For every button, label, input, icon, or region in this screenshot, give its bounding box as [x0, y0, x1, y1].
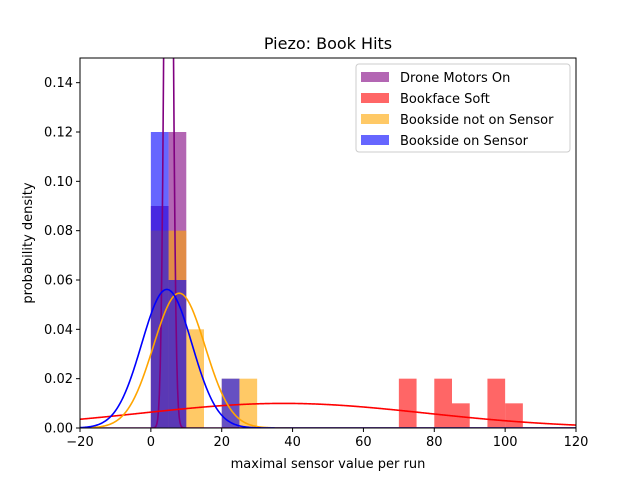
x-tick-label: 40 — [284, 435, 301, 450]
bar-bookside-on-sensor-0 — [150, 132, 169, 428]
y-axis-ticks: 0.00 0.02 0.04 0.06 0.08 0.10 0.12 0.14 — [44, 76, 80, 437]
x-tick-label: 80 — [426, 435, 443, 450]
bar-bookface-soft-3 — [487, 378, 506, 428]
y-tick-label: 0.08 — [44, 224, 73, 239]
legend-label-bookside-not-on-sensor: Bookside not on Sensor — [400, 113, 554, 128]
y-tick-label: 0.06 — [44, 274, 73, 289]
legend-swatch-bookface-soft — [361, 93, 389, 103]
histogram-bars — [150, 132, 523, 428]
bar-bookface-soft-2 — [452, 403, 470, 428]
chart-title: Piezo: Book Hits — [264, 34, 392, 53]
y-axis-label: probability density — [21, 182, 36, 303]
y-tick-label: 0.10 — [44, 175, 73, 190]
x-tick-label: 60 — [355, 435, 372, 450]
fit-curve-drone-motors-on — [80, 58, 576, 428]
y-tick-label: 0.02 — [44, 372, 73, 387]
legend-box — [355, 63, 571, 153]
x-tick-label: 20 — [213, 435, 230, 450]
x-tick-label: 120 — [564, 435, 589, 450]
bar-bookface-soft-0 — [398, 378, 417, 428]
y-tick-label: 0.12 — [44, 126, 73, 141]
legend-swatch-bookside-on-sensor — [361, 135, 389, 145]
legend-label-drone-motors-on: Drone Motors On — [400, 71, 510, 86]
x-tick-label: 100 — [493, 435, 518, 450]
y-tick-label: 0.04 — [44, 323, 73, 338]
bar-bookside-not-on-sensor-5 — [239, 378, 258, 428]
bar-bookface-soft-4 — [505, 403, 523, 428]
legend-swatch-drone-motors-on — [361, 72, 389, 82]
legend: Drone Motors On Bookface Soft Bookside not… — [355, 63, 571, 153]
x-tick-label: −20 — [66, 435, 93, 450]
bar-bookside-on-sensor-4 — [221, 378, 240, 428]
legend-label-bookside-on-sensor: Bookside on Sensor — [400, 134, 529, 149]
fit-curve-bookface-soft — [80, 402, 576, 426]
x-axis-label: maximal sensor value per run — [231, 457, 426, 472]
bar-bookside-not-on-sensor-2 — [186, 329, 204, 428]
legend-swatch-bookside-not-on-sensor — [361, 114, 389, 124]
fit-curve-bookside-not-on-sensor — [80, 292, 576, 428]
y-tick-label: 0.00 — [44, 422, 73, 437]
fit-curve-bookside-on-sensor — [80, 288, 576, 428]
bar-bookface-soft-1 — [434, 378, 452, 428]
x-tick-label: 0 — [147, 435, 155, 450]
plot-frame — [79, 57, 577, 429]
x-axis-ticks: −20 0 20 40 60 80 100 120 — [66, 428, 588, 450]
legend-label-bookface-soft: Bookface Soft — [400, 92, 490, 107]
y-tick-label: 0.14 — [44, 76, 73, 91]
fit-curves — [80, 58, 576, 428]
